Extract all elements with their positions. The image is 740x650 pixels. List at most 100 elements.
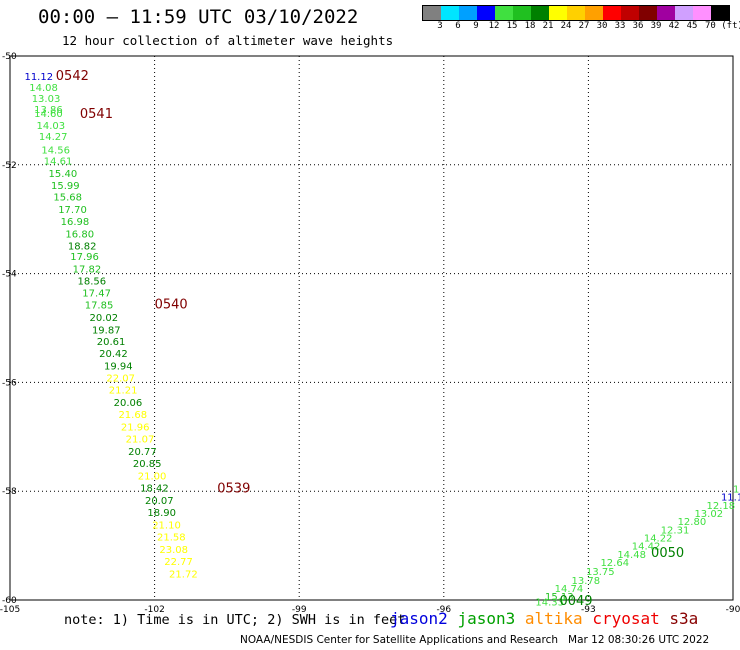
pass-time-label: 0539 <box>217 481 250 496</box>
wave-height-value: 18.42 <box>140 483 169 494</box>
y-tick-label: -58 <box>2 487 17 497</box>
wave-height-value: 12.64 <box>600 558 629 569</box>
legend-swatch <box>603 6 621 20</box>
wave-height-value: 17.96 <box>70 252 99 263</box>
legend-label: 21 <box>542 21 554 31</box>
wave-height-value: 14.42 <box>632 542 661 553</box>
legend-label: 15 <box>506 21 518 31</box>
wave-height-value: 20.42 <box>99 349 128 360</box>
legend-label: 39 <box>650 21 662 31</box>
wave-height-value: 14.60 <box>34 109 63 120</box>
satellite-name: cryosat <box>592 609 670 628</box>
wave-height-value: 20.85 <box>133 459 162 470</box>
y-tick-label: -54 <box>2 270 17 280</box>
legend-label: 42 <box>668 21 680 31</box>
legend-label: 18 <box>524 21 536 31</box>
wave-height-value: 16.80 <box>65 229 94 240</box>
legend-swatch <box>585 6 603 20</box>
y-tick-label: -56 <box>2 378 17 388</box>
legend-swatch <box>531 6 549 20</box>
pass-time-label: 0541 <box>80 107 113 122</box>
wave-height-value: 21.58 <box>157 532 186 543</box>
legend-swatch <box>477 6 495 20</box>
legend-swatch <box>621 6 639 20</box>
satellite-legend: jason2 jason3 altika cryosat s3a <box>390 609 698 628</box>
wave-height-value: 20.02 <box>90 313 119 324</box>
wave-height-value: 21.72 <box>169 569 198 580</box>
wave-height-value: 20.06 <box>114 398 143 409</box>
wave-height-value: 12.18 <box>706 501 735 512</box>
legend-swatch <box>441 6 459 20</box>
x-tick-label: -90 <box>726 605 740 615</box>
wave-height-value: 16.98 <box>61 217 90 228</box>
x-tick-label: -105 <box>0 605 20 615</box>
wave-height-value: 19.94 <box>104 362 133 373</box>
pass-time-label: 0542 <box>56 69 89 84</box>
wave-height-value: 15.13 <box>545 592 574 603</box>
wave-height-value: 19.87 <box>92 326 121 337</box>
legend-swatch <box>459 6 477 20</box>
wave-height-value: 18.56 <box>77 277 106 288</box>
wave-height-value: 20.07 <box>145 496 174 507</box>
legend-label: 6 <box>455 21 461 31</box>
wave-height-value: 17.47 <box>82 289 111 300</box>
wave-height-value: 13.03 <box>32 94 61 105</box>
plot-frame <box>9 55 734 601</box>
legend-label: 33 <box>614 21 626 31</box>
wave-height-value: 11.17 <box>721 493 740 504</box>
pass-time-label: 0540 <box>155 298 188 313</box>
satellite-name: s3a <box>669 609 699 628</box>
wave-height-value: 21.96 <box>121 422 150 433</box>
y-tick-label: -52 <box>2 161 17 171</box>
legend-label: 12 <box>488 21 500 31</box>
wave-height-value: 17.70 <box>58 205 87 216</box>
wave-height-value: 12.5 <box>733 484 740 495</box>
wave-height-value: 13.86 <box>34 105 63 116</box>
credit-line: NOAA/NESDIS Center for Satellite Applica… <box>240 634 710 646</box>
x-tick-label: -93 <box>581 605 596 615</box>
wave-height-value: 14.22 <box>644 533 673 544</box>
wave-height-value: 20.77 <box>128 447 157 458</box>
wave-height-value: 21.10 <box>152 520 181 531</box>
wave-height-value: 21.21 <box>109 385 138 396</box>
wave-height-value: 15.40 <box>49 169 78 180</box>
legend-swatch <box>657 6 675 20</box>
wave-height-value: 13.75 <box>586 567 615 578</box>
wave-height-value: 15.99 <box>51 181 80 192</box>
wave-height-value: 13.78 <box>572 576 601 587</box>
wave-height-value: 17.82 <box>73 265 102 276</box>
legend-label: 27 <box>578 21 590 31</box>
wave-height-value: 14.48 <box>617 550 646 561</box>
pass-time-label: 0049 <box>559 594 592 609</box>
x-tick-label: -96 <box>436 605 451 615</box>
legend-label: 24 <box>560 21 572 31</box>
wave-height-value: 14.27 <box>39 132 68 143</box>
legend-swatch <box>639 6 657 20</box>
wave-height-value: 12.31 <box>661 525 690 536</box>
wave-height-value: 23.08 <box>159 545 188 556</box>
chart-subtitle: 12 hour collection of altimeter wave hei… <box>62 33 394 48</box>
legend-swatch <box>513 6 531 20</box>
legend-label: 9 <box>473 21 479 31</box>
wave-height-value: 21.68 <box>118 410 147 421</box>
wave-height-value: 12.80 <box>678 517 707 528</box>
y-tick-label: -50 <box>2 52 17 62</box>
wave-height-value: 18.90 <box>147 508 176 519</box>
legend-swatch <box>423 6 441 20</box>
satellite-name: jason2 <box>390 609 458 628</box>
wave-height-value: 21.07 <box>126 434 155 445</box>
legend-swatch <box>675 6 693 20</box>
legend-swatch <box>495 6 513 20</box>
wave-height-value: 14.08 <box>29 83 58 94</box>
wave-height-value: 17.85 <box>85 301 114 312</box>
wave-height-value: 22.77 <box>164 557 193 568</box>
wave-height-value: 14.33 <box>535 598 564 609</box>
legend-swatch <box>711 6 729 20</box>
wave-height-value: 14.03 <box>37 121 66 132</box>
pass-time-label: 0050 <box>651 546 684 561</box>
legend-swatch <box>549 6 567 20</box>
legend-swatch <box>567 6 585 20</box>
wave-height-value: 14.61 <box>44 156 73 167</box>
satellite-name: jason3 <box>457 609 525 628</box>
